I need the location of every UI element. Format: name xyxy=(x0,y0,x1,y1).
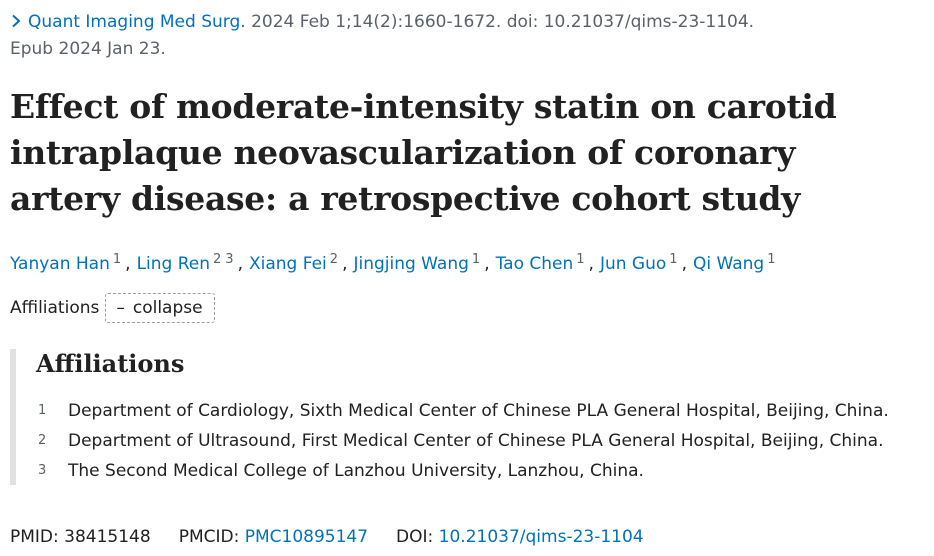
affiliation-item: 3 The Second Medical College of Lanzhou … xyxy=(36,456,930,486)
author-affiliation-refs: 1 xyxy=(472,252,484,267)
pmcid-label: PMCID: xyxy=(178,527,245,547)
pmid-value: 38415148 xyxy=(64,527,151,547)
affiliation-ref[interactable]: 1 xyxy=(767,252,776,267)
author-link[interactable]: Jingjing Wang xyxy=(353,254,469,274)
affiliation-ref[interactable]: 3 xyxy=(225,252,234,267)
author-separator: , xyxy=(342,254,348,274)
affiliation-text: Department of Cardiology, Sixth Medical … xyxy=(68,401,889,421)
affiliation-ref[interactable]: 1 xyxy=(112,252,122,267)
author-affiliation-refs: 1 xyxy=(113,252,125,267)
affiliations-toggle-row: Affiliations – collapse xyxy=(10,293,215,323)
affiliation-ref[interactable]: 1 xyxy=(576,252,585,267)
doi-link[interactable]: 10.21037/qims-23-1104 xyxy=(438,527,644,547)
affiliations-heading: Affiliations xyxy=(36,349,185,378)
affiliation-number: 1 xyxy=(38,403,47,418)
chevron-right-icon[interactable] xyxy=(10,9,28,36)
affiliation-text: The Second Medical College of Lanzhou Un… xyxy=(68,461,644,481)
pmcid-link[interactable]: PMC10895147 xyxy=(244,527,369,547)
author-link[interactable]: Qi Wang xyxy=(692,254,765,274)
citation-details: 2024 Feb 1;14(2):1660-1672. doi: 10.2103… xyxy=(245,12,755,32)
author-affiliation-refs: 1 xyxy=(767,252,779,267)
affiliation-ref[interactable]: 1 xyxy=(669,252,678,267)
affiliation-number: 3 xyxy=(38,463,47,478)
affiliation-item: 1 Department of Cardiology, Sixth Medica… xyxy=(36,396,930,426)
affiliation-item: 2 Department of Ultrasound, First Medica… xyxy=(36,426,930,456)
citation: Quant Imaging Med Surg. 2024 Feb 1;14(2)… xyxy=(10,9,910,63)
author-link[interactable]: Jun Guo xyxy=(599,254,667,274)
affiliation-ref[interactable]: 1 xyxy=(471,252,481,267)
affiliation-ref[interactable]: 2 xyxy=(329,252,339,267)
author-separator: , xyxy=(125,254,131,274)
author-affiliation-refs: 1 xyxy=(576,252,588,267)
article-title: Effect of moderate-intensity statin on c… xyxy=(10,87,837,218)
author-link[interactable]: Yanyan Han xyxy=(10,254,110,274)
author-list: Yanyan Han 1, Ling Ren 2 3, Xiang Fei 2, Jingji… xyxy=(10,251,920,277)
collapse-label: collapse xyxy=(132,298,203,318)
author-separator: , xyxy=(484,254,490,274)
affiliation-number: 2 xyxy=(38,433,47,448)
minus-icon: – xyxy=(116,298,125,318)
collapse-affiliations-button[interactable]: – collapse xyxy=(105,293,215,323)
author-separator: , xyxy=(237,254,243,274)
author-separator: , xyxy=(681,254,687,274)
author-link[interactable]: Tao Chen xyxy=(495,254,574,274)
author-affiliation-refs: 2 xyxy=(330,252,342,267)
doi-label: DOI: xyxy=(396,527,439,547)
affiliation-ref[interactable]: 2 xyxy=(213,252,222,267)
author-link[interactable]: Ling Ren xyxy=(136,254,211,274)
author-link[interactable]: Xiang Fei xyxy=(248,254,327,274)
author-separator: , xyxy=(588,254,594,274)
pmid-label: PMID: xyxy=(10,527,65,547)
affiliation-text: Department of Ultrasound, First Medical … xyxy=(68,431,884,451)
journal-link[interactable]: Quant Imaging Med Surg. xyxy=(28,12,246,32)
author-affiliation-refs: 1 xyxy=(669,252,681,267)
epub-date: Epub 2024 Jan 23. xyxy=(10,39,166,59)
affiliations-label: Affiliations xyxy=(10,298,100,318)
article-identifiers: PMID: 38415148 PMCID: PMC10895147 DOI: 10.… xyxy=(10,523,644,551)
affiliations-panel: Affiliations 1 Department of Cardiology,… xyxy=(10,349,930,485)
affiliations-list: 1 Department of Cardiology, Sixth Medica… xyxy=(36,396,930,486)
